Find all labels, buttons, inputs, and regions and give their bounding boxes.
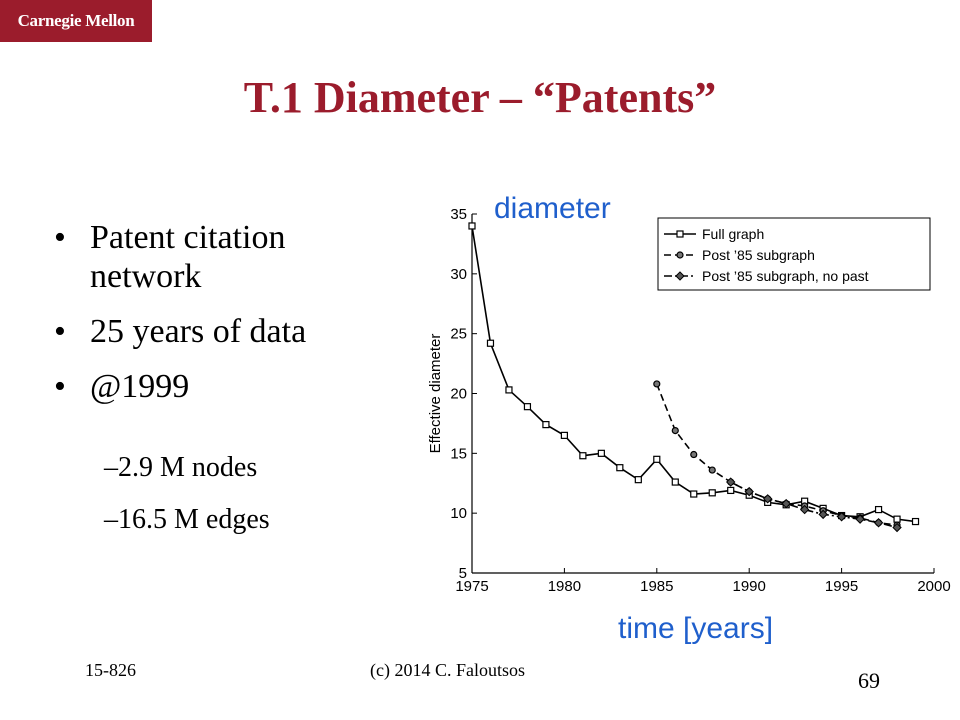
data-point (676, 230, 684, 238)
data-point (579, 452, 587, 460)
data-point (744, 486, 754, 497)
cmu-logo: Carnegie Mellon (0, 0, 152, 42)
bullet-list: Patent citation network 25 years of data… (50, 218, 380, 422)
legend-entry: Post ’85 subgraph, no past (702, 268, 869, 284)
bullet-item: 25 years of data (50, 312, 380, 351)
data-point (653, 455, 661, 463)
data-point (560, 431, 568, 439)
y-axis-label: Effective diameter (427, 334, 444, 454)
data-point (818, 509, 828, 520)
series-circle (653, 380, 901, 529)
data-point (634, 476, 642, 484)
x-tick-label: 1990 (733, 578, 766, 595)
y-tick-label: 15 (450, 445, 467, 462)
data-point (874, 505, 883, 514)
slide-title: T.1 Diameter – “Patents” (243, 73, 717, 122)
data-point (727, 486, 735, 495)
data-point (597, 449, 605, 457)
data-point (616, 464, 624, 472)
series-diamond (726, 477, 902, 533)
data-point (781, 498, 791, 509)
data-point (675, 271, 685, 281)
legend-box (657, 217, 931, 291)
data-point (676, 251, 684, 259)
data-point (911, 517, 920, 526)
diameter-annotation: diameter (494, 192, 611, 225)
data-point (486, 339, 495, 347)
data-point (505, 386, 513, 394)
sub-bullet-item: –2.9 M nodes (104, 452, 258, 483)
y-tick-label: 25 (450, 326, 467, 343)
data-point (892, 522, 902, 533)
data-point (893, 515, 901, 523)
legend-entry: Full graph (702, 226, 764, 242)
diameter-chart: 1975 1980 1985 1990 1995 2000 5 10 15 20 25 30 35 Eff… (427, 206, 951, 595)
data-point (671, 426, 679, 435)
data-point (762, 494, 773, 504)
bullet-item: @1999 (50, 367, 380, 406)
x-tick-label: 1995 (825, 578, 858, 595)
data-point (708, 489, 716, 497)
y-tick-label: 30 (450, 266, 467, 283)
data-point (671, 478, 679, 486)
page-number: 69 (858, 668, 880, 693)
y-tick-label: 5 (459, 565, 467, 582)
data-point (690, 450, 698, 459)
data-point (726, 477, 736, 487)
data-point (799, 504, 810, 515)
legend: Full graph Post ’85 subgraph Post ’85 subg… (657, 217, 931, 291)
x-tick-label: 1985 (640, 578, 673, 595)
data-point (468, 222, 476, 230)
sub-bullet-list: –2.9 M nodes –16.5 M edges (104, 452, 270, 556)
bullet-item: Patent citation network (50, 218, 380, 296)
data-point (542, 421, 550, 429)
legend-entry: Post ’85 subgraph (702, 247, 815, 263)
copyright-notice: (c) 2014 C. Faloutsos (370, 660, 525, 680)
x-tick-label: 2000 (917, 578, 950, 595)
x-tick-label: 1980 (548, 578, 581, 595)
y-tick-label: 10 (450, 505, 467, 522)
sub-bullet-item: –16.5 M edges (104, 504, 270, 535)
data-point (690, 490, 698, 498)
time-annotation: time [years] (618, 612, 774, 645)
data-point (653, 380, 661, 388)
course-number: 15-826 (85, 660, 136, 680)
data-point (708, 466, 716, 474)
series-line (730, 481, 898, 529)
y-tick-label: 35 (450, 206, 467, 223)
data-point (855, 514, 865, 524)
data-point (836, 512, 847, 522)
y-tick-label: 20 (450, 386, 467, 403)
x-tick-label: 1975 (455, 578, 488, 595)
data-point (873, 518, 884, 528)
data-point (523, 403, 532, 411)
